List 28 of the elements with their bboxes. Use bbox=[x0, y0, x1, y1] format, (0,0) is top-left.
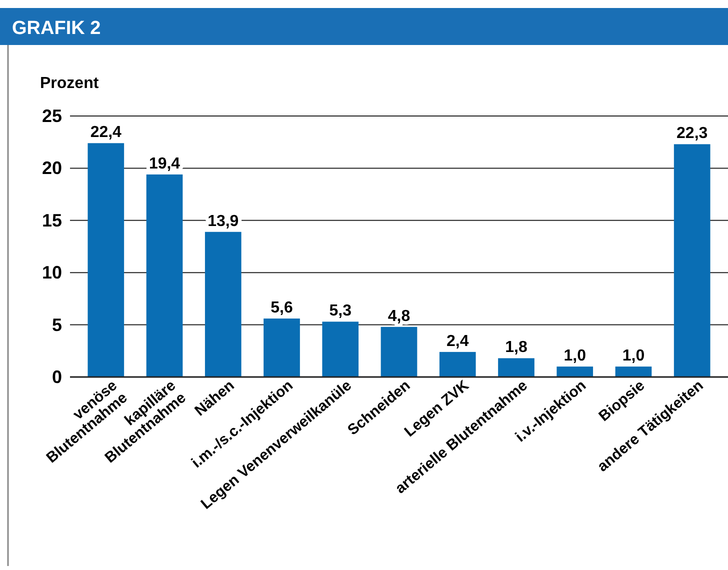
bar bbox=[556, 366, 594, 377]
data-label: 5,6 bbox=[270, 300, 293, 317]
bar bbox=[498, 358, 534, 377]
y-tick-label: 15 bbox=[42, 210, 62, 230]
y-tick-label: 0 bbox=[52, 367, 62, 387]
bar bbox=[88, 143, 124, 377]
y-axis-title: Prozent bbox=[40, 75, 100, 92]
y-tick-label: 10 bbox=[42, 262, 62, 283]
bar bbox=[674, 144, 710, 377]
bar bbox=[380, 326, 418, 377]
y-tick-label: 5 bbox=[52, 314, 62, 335]
chart-title: GRAFIK 2 bbox=[12, 18, 101, 39]
data-label: 22,3 bbox=[676, 125, 708, 142]
y-tick-label: 25 bbox=[42, 106, 62, 126]
data-label: 2,4 bbox=[446, 332, 469, 350]
data-label: 22,4 bbox=[90, 124, 122, 142]
bar bbox=[146, 174, 183, 377]
data-label: 5,3 bbox=[329, 302, 352, 320]
data-label: 4,8 bbox=[388, 308, 410, 325]
bar bbox=[439, 352, 476, 377]
bar bbox=[615, 366, 652, 377]
y-tick-label: 20 bbox=[42, 158, 62, 178]
data-label: 1,0 bbox=[564, 348, 586, 365]
data-label: 1,8 bbox=[505, 339, 528, 356]
bar bbox=[322, 322, 359, 377]
data-label: 1,0 bbox=[622, 348, 645, 365]
bar bbox=[204, 232, 242, 377]
bar bbox=[264, 318, 300, 377]
